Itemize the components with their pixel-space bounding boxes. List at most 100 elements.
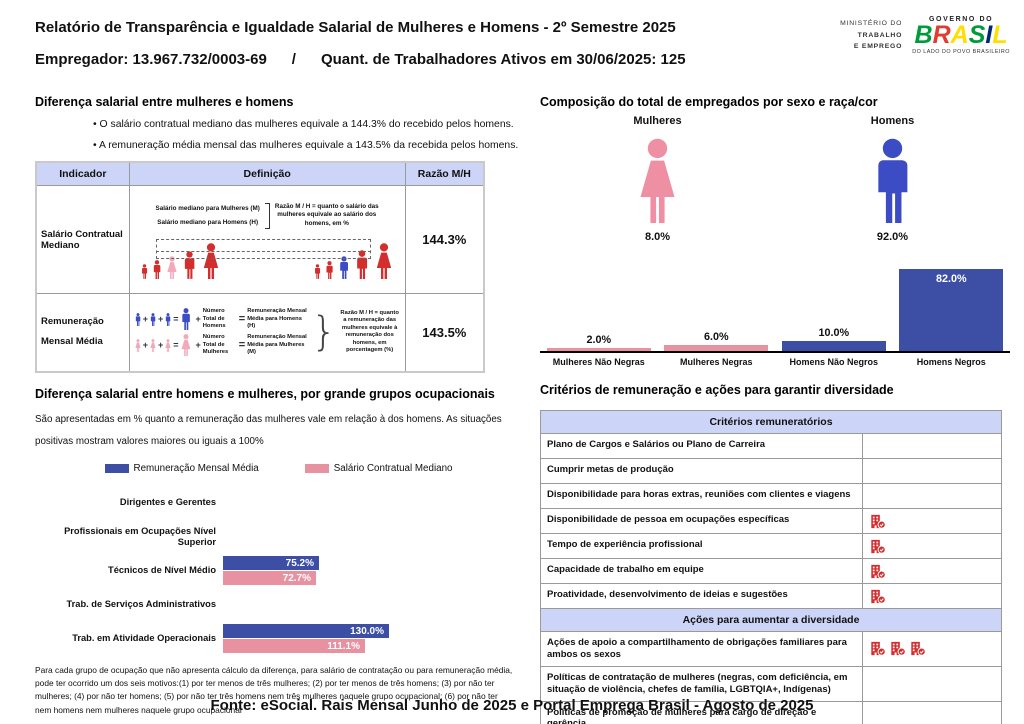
race-category-label: Homens Não Negros [789, 357, 879, 367]
criteria-marks [863, 584, 1001, 608]
salary-gap-bullets: O salário contratual mediano das mulhere… [93, 119, 522, 151]
category-label: Profissionais em Ocupações Nível Superio… [64, 525, 216, 547]
men-equation: + + = + Número Total de Homens = Remuneraç… [134, 308, 310, 331]
government-logo: MINISTÉRIO DO TRABALHO E EMPREGO GOVERNO… [805, 16, 1010, 55]
criteria-marks [863, 509, 1001, 533]
occupational-category-row: Trab. de Serviços Administrativos [35, 588, 522, 622]
brace-shape: } [311, 309, 337, 356]
man-icon [866, 135, 919, 223]
col-header-definicao: Definição [128, 161, 406, 186]
governo-do-label: GOVERNO DO [928, 16, 994, 23]
col-header-indicador: Indicador [35, 161, 130, 186]
person-figure [640, 138, 675, 223]
men-figures: + + = [134, 308, 194, 331]
person-figure [167, 255, 177, 279]
company-check-icon [911, 642, 926, 657]
bar-value: 2.0% [586, 333, 612, 346]
race-bar-cell: 82.0% [899, 269, 1004, 351]
race-chart-bars: 2.0% 6.0% 10.0% 82.0% [540, 257, 1010, 353]
criteria-row: Políticas de contratação de mulheres (ne… [541, 666, 1001, 702]
criteria-marks [863, 459, 1001, 483]
occupational-category-row: Profissionais em Ocupações Nível Superio… [35, 520, 522, 554]
company-check-icon [871, 539, 886, 554]
bullet-item: A remuneração média mensal das mulheres … [93, 140, 522, 151]
criteria-label: Cumprir metas de produção [541, 459, 863, 483]
ministry-line: E EMPREGO [853, 43, 903, 51]
race-bar-cell: 2.0% [546, 333, 651, 351]
ratio-note: Razão M / H = quanto a remuneração das m… [340, 309, 399, 354]
criteria-section-header: Ações para aumentar a diversidade [541, 609, 1001, 632]
criteria-marks [863, 434, 1001, 458]
bar-remuneracao: 130.0% [223, 624, 389, 639]
race-bar: 82.0% [899, 269, 1004, 351]
person-figure [339, 255, 348, 279]
criteria-marks [863, 667, 1001, 701]
ratio-value: 143.5% [404, 293, 485, 372]
median-men-label: Salário mediano para Homens (H) [157, 218, 259, 226]
company-check-icon [871, 642, 886, 657]
slogan-label: DO LADO DO POVO BRASILEIRO [912, 49, 1010, 55]
brasil-letter: I [985, 21, 993, 49]
left-column: Diferença salarial entre mulheres e home… [35, 95, 522, 717]
ratio-note: Razão M / H = quanto o salário das mulhe… [274, 203, 379, 227]
person-figure [182, 308, 191, 331]
salary-gap-title: Diferença salarial entre mulheres e home… [35, 95, 294, 109]
occupational-footnote: Para cada grupo de ocupação que não apre… [35, 664, 513, 715]
women-figures: + + = [134, 334, 194, 357]
person-figure [878, 138, 908, 223]
criteria-marks [863, 534, 1001, 558]
indicator-definition: Salário mediano para Mulheres (M) Salári… [128, 185, 406, 294]
person-figure [166, 312, 171, 326]
report-title: Relatório de Transparência e Igualdade S… [35, 19, 676, 36]
brasil-letter: L [992, 21, 1008, 49]
person-figure [150, 338, 156, 352]
company-check-icon [891, 642, 906, 657]
company-check-icon [871, 564, 886, 579]
indicator-name: Remuneração Mensal Média [35, 293, 130, 372]
occupational-chart-rows: Dirigentes e Gerentes Profissionais em Oc… [35, 486, 522, 656]
bar-value: 82.0% [935, 273, 967, 285]
criteria-label: Capacidade de trabalho em equipe [541, 559, 863, 583]
legend-item: Salário Contratual Mediano [304, 463, 452, 474]
occupational-subtitle: São apresentadas em % quanto a remuneraç… [35, 413, 502, 447]
criteria-label: Disponibilidade de pessoa em ocupações e… [541, 509, 863, 533]
criteria-marks [863, 632, 1001, 666]
occupational-category-row: Dirigentes e Gerentes [35, 486, 522, 520]
indicator-definition: + + = + Número Total de Homens = Remuneraç… [128, 293, 406, 372]
bullet-item: O salário contratual mediano das mulhere… [93, 119, 522, 130]
occupational-category-row: Trab. em Atividade Operacionais 130.0% 111… [35, 622, 522, 656]
race-bar [664, 345, 769, 351]
person-figure [150, 312, 156, 326]
women-result-label: Remuneração Mensal Média para Mulheres (… [247, 334, 307, 355]
person-figure [135, 338, 141, 352]
ministry-label: MINISTÉRIO DO TRABALHO E EMPREGO [805, 18, 902, 53]
brasil-letter: A [950, 21, 969, 49]
brasil-letter: S [968, 21, 986, 49]
brasil-logo-letters: BRASIL [912, 23, 1010, 48]
group-percentage: 92.0% [876, 231, 909, 243]
men-result-label: Remuneração Mensal Média para Homens (H) [247, 308, 307, 329]
category-label: Trab. de Serviços Administrativos [66, 599, 217, 610]
men-total-label: Número Total de Homens [202, 308, 226, 329]
group-label: Homens [870, 115, 915, 127]
criteria-marks [863, 484, 1001, 508]
person-figure [184, 251, 195, 279]
race-bar [546, 347, 651, 351]
women-total-label: Número Total de Mulheres [202, 334, 229, 355]
person-figure [182, 334, 191, 357]
criteria-title: Critérios de remuneração e ações para ga… [540, 383, 894, 397]
legend-label: Remuneração Mensal Média [133, 462, 259, 474]
race-chart-categories: Mulheres Não Negras Mulheres Negras Homens… [540, 357, 1010, 367]
bar-value: 10.0% [818, 327, 850, 339]
composition-group-mulheres: Mulheres 8.0% [540, 115, 775, 243]
category-bars: 130.0% 111.1% [223, 624, 522, 654]
table-row: Remuneração Mensal Média + + = + Número To… [35, 293, 485, 372]
indicator-name: Salário Contratual Mediano [35, 185, 130, 294]
criteria-row: Proatividade, desenvolvimento de ideias … [541, 584, 1001, 609]
bar-value: 6.0% [703, 331, 729, 343]
criteria-label: Ações de apoio a compartilhamento de obr… [541, 632, 863, 666]
criteria-label: Disponibilidade para horas extras, reuni… [541, 484, 863, 508]
legend-item: Remuneração Mensal Média [104, 462, 259, 474]
person-figure [135, 312, 140, 326]
dashed-box [155, 238, 371, 259]
